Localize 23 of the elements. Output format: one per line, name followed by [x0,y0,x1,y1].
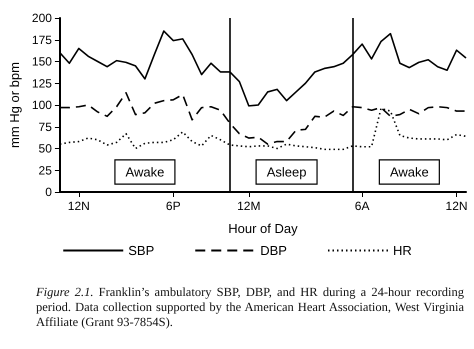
y-tick-label: 175 [32,32,52,47]
annotation: Awake [390,164,429,180]
x-tick-label: 6P [166,199,181,213]
x-tick-label: 12N [68,199,90,213]
legend-label: DBP [260,243,287,258]
x-axis-title: Hour of Day [228,221,298,236]
y-tick-label: 200 [32,11,52,25]
y-axis-title: mm Hg or bpm [7,62,22,148]
y-tick-label: 0 [45,185,52,199]
y-tick-label: 100 [32,98,52,112]
y-tick-label: 125 [32,76,52,90]
y-tick-label: 75 [38,120,52,134]
y-tick-label: 50 [38,142,52,156]
legend-label: SBP [128,243,154,258]
y-tick-label: 150 [32,54,52,68]
y-tick-label: 25 [38,163,52,178]
annotation: Awake [126,164,164,180]
legend-label: HR [392,243,412,258]
x-tick-label: 6A [354,199,370,213]
caption: Figure 2.1. Franklin’s ambulatory SBP, DBP, and HR during a 24-hour recording period. Data collection supported by the American Heart Association, West Virginia Affiliate (Grant 93-7854S). [36,285,464,330]
x-tick-label: 12M [237,199,260,213]
annotation: Asleep [266,164,306,180]
x-tick-label: 12N [446,199,468,213]
